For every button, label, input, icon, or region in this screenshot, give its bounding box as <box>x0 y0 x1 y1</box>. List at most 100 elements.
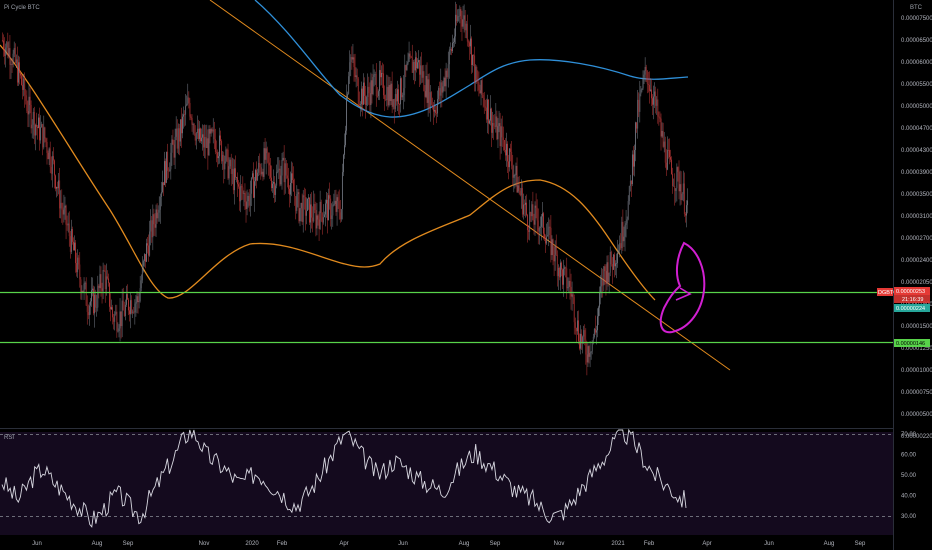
candle-body <box>544 233 545 238</box>
candle-body <box>645 66 647 72</box>
candle-body <box>431 104 433 106</box>
candle-body <box>648 84 650 91</box>
candle-body <box>531 204 533 217</box>
candle-body <box>624 224 626 237</box>
candle-body <box>505 150 506 156</box>
candle-body <box>90 301 91 306</box>
candle-body <box>21 75 22 85</box>
candle-body <box>310 204 311 223</box>
candle-body <box>637 99 639 129</box>
candle-body <box>113 317 115 322</box>
candle-body <box>101 288 103 292</box>
candle-body <box>341 172 343 210</box>
candle-body <box>250 177 252 194</box>
candle-body <box>554 246 556 262</box>
candle-body <box>661 130 663 137</box>
candle-body <box>517 185 519 193</box>
candle-body <box>489 120 490 124</box>
candle-body <box>596 330 597 333</box>
candle-body <box>472 55 473 66</box>
y-tick-label: 0.00001500 <box>901 324 932 330</box>
candle-body <box>679 184 681 192</box>
candle-body <box>132 311 134 314</box>
candle-body <box>290 182 291 195</box>
rsi-label: RSI <box>4 435 14 441</box>
candle-body <box>141 265 143 281</box>
candle-body <box>542 213 543 217</box>
candle-body <box>144 254 145 262</box>
candle-body <box>569 280 571 287</box>
candle-body <box>4 49 6 56</box>
candle-body <box>325 203 326 215</box>
candle-body <box>99 274 101 288</box>
candle-body <box>498 123 500 127</box>
candle-body <box>657 99 659 117</box>
rsi-tick-label: 60.00 <box>901 453 917 459</box>
candle-body <box>608 272 610 283</box>
candle-body <box>118 328 120 332</box>
candle-body <box>241 185 243 188</box>
candle-body <box>326 199 327 204</box>
candle-body <box>114 314 116 322</box>
candle-body <box>269 165 271 178</box>
candle-body <box>136 296 138 303</box>
candle-body <box>536 207 538 221</box>
candle-body <box>159 196 161 210</box>
candle-body <box>81 290 83 293</box>
candle-body <box>346 97 347 131</box>
candle-body <box>398 89 399 105</box>
candle-body <box>571 294 573 297</box>
candle-body <box>462 19 464 27</box>
candle-body <box>394 94 396 109</box>
candle-body <box>430 92 432 105</box>
candle-body <box>148 245 149 256</box>
candle-body <box>400 78 401 105</box>
candle-body <box>358 103 360 106</box>
candle-body <box>103 270 105 271</box>
candle-body <box>664 141 666 163</box>
candle-body <box>623 236 625 242</box>
candle-body <box>656 99 658 106</box>
candle-body <box>18 62 19 83</box>
candle-body <box>157 212 159 219</box>
candle-body <box>172 139 174 145</box>
candle-body <box>77 257 79 273</box>
candle-body <box>57 187 58 189</box>
candle-body <box>367 86 369 98</box>
candle-body <box>164 161 165 186</box>
x-tick-label: Nov <box>554 541 565 547</box>
candle-body <box>567 286 569 289</box>
candle-body <box>615 263 616 267</box>
candle-body <box>46 141 48 153</box>
candle-body <box>193 124 195 134</box>
candle-body <box>520 188 522 196</box>
trendlines <box>209 0 731 371</box>
candle-body <box>497 126 499 140</box>
candle-body <box>519 190 521 196</box>
y-tick-label: 0.00004700 <box>901 126 932 132</box>
x-tick-label: Jun <box>764 541 774 547</box>
candle-body <box>602 278 604 286</box>
candle-body <box>289 188 290 195</box>
candle-body <box>439 88 441 96</box>
rsi-tick-label: 30.00 <box>901 514 917 520</box>
candle-body <box>606 262 608 284</box>
candle-body <box>632 154 633 185</box>
candle-body <box>686 205 687 216</box>
candle-body <box>406 63 408 70</box>
x-tick-label: 2021 <box>611 541 625 547</box>
candle-body <box>300 202 302 209</box>
candle-body <box>187 97 189 104</box>
candle-body <box>201 137 202 142</box>
candle-body <box>153 214 155 225</box>
candle-body <box>64 205 66 208</box>
candle-body <box>268 162 270 166</box>
candle-body <box>140 280 142 289</box>
y-tick-label: 0.00002400 <box>901 258 932 264</box>
x-tick-label: Sep <box>855 541 866 547</box>
candle-body <box>355 75 357 78</box>
candle-body <box>434 110 435 112</box>
candle-body <box>420 65 422 75</box>
candle-body <box>675 188 677 191</box>
candle-body <box>333 203 335 205</box>
